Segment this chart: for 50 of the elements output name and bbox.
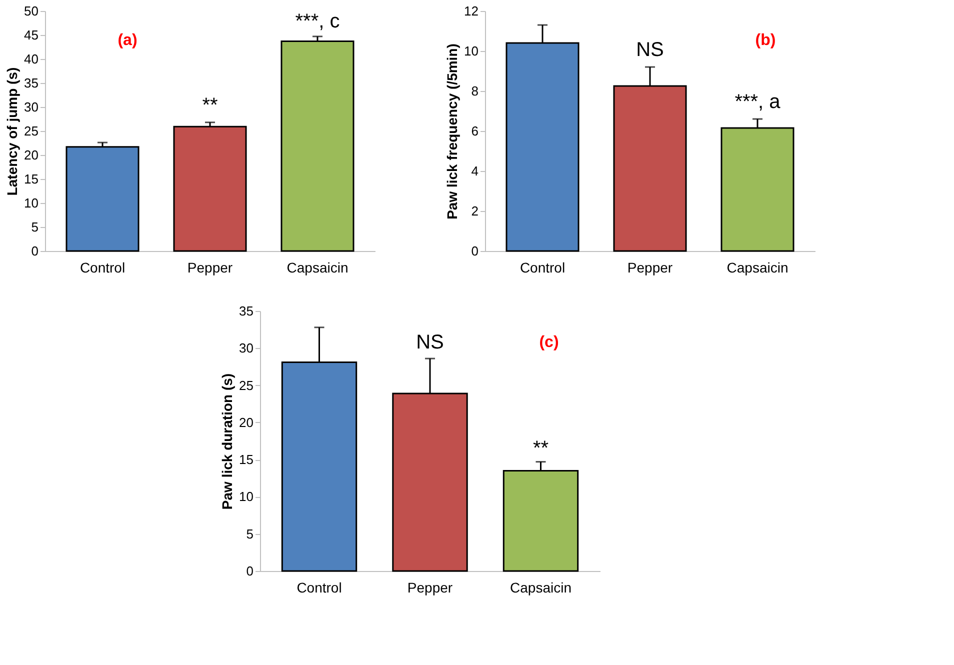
- y-tick-label: 20: [24, 148, 38, 162]
- x-tick-label: Capsaicin: [510, 580, 572, 596]
- annotation: NS: [416, 331, 444, 354]
- y-tick-label: 10: [239, 489, 254, 504]
- annotation: NS: [636, 39, 664, 61]
- y-tick-label: 6: [471, 124, 478, 138]
- bar: [66, 146, 140, 252]
- annotation: (c): [539, 334, 559, 352]
- y-tick-label: 35: [239, 304, 254, 318]
- x-tick-label: Pepper: [187, 260, 233, 276]
- annotation: ***, c: [295, 10, 340, 33]
- y-tick-label: 10: [24, 196, 38, 210]
- y-tick-label: 5: [31, 220, 38, 234]
- y-axis-title: Paw lick frequency (/5min): [444, 44, 460, 220]
- bar: [280, 40, 354, 252]
- y-tick-label: 2: [471, 204, 478, 218]
- y-tick-label: 0: [246, 564, 254, 578]
- y-tick-label: 0: [31, 244, 38, 258]
- annotation: (a): [118, 32, 138, 49]
- y-tick-label: 0: [471, 244, 478, 258]
- annotation: **: [202, 94, 218, 117]
- y-tick-label: 45: [24, 28, 38, 42]
- y-tick-label: 20: [239, 414, 254, 430]
- y-tick-label: 10: [464, 44, 478, 58]
- bar: [173, 126, 247, 252]
- x-tick-label: Pepper: [407, 580, 453, 596]
- y-tick-label: 4: [471, 164, 478, 178]
- x-tick-label: Control: [296, 580, 342, 596]
- x-tick-label: Control: [80, 260, 126, 276]
- x-tick-label: Capsaicin: [726, 260, 788, 276]
- y-tick-label: 15: [24, 172, 38, 186]
- y-tick-label: 12: [464, 4, 478, 18]
- annotation: **: [532, 438, 549, 460]
- y-tick-label: 35: [24, 76, 38, 90]
- y-tick-label: 25: [239, 378, 254, 393]
- y-tick-label: 5: [246, 526, 254, 542]
- y-tick-label: 40: [24, 52, 38, 66]
- y-tick-label: 30: [24, 100, 38, 114]
- annotation: ***, a: [734, 91, 782, 113]
- annotation: (b): [755, 32, 776, 49]
- y-axis-title: Latency of jump (s): [4, 67, 20, 196]
- x-tick-label: Control: [520, 260, 566, 276]
- x-tick-label: Capsaicin: [286, 260, 348, 276]
- y-axis-title: Paw lick duration (s): [219, 373, 236, 510]
- y-tick-label: 15: [239, 452, 254, 468]
- y-tick-label: 50: [24, 4, 38, 18]
- y-tick-label: 8: [471, 84, 478, 98]
- x-tick-label: Pepper: [627, 260, 673, 276]
- y-tick-label: 25: [24, 124, 38, 138]
- y-tick-label: 30: [239, 340, 254, 356]
